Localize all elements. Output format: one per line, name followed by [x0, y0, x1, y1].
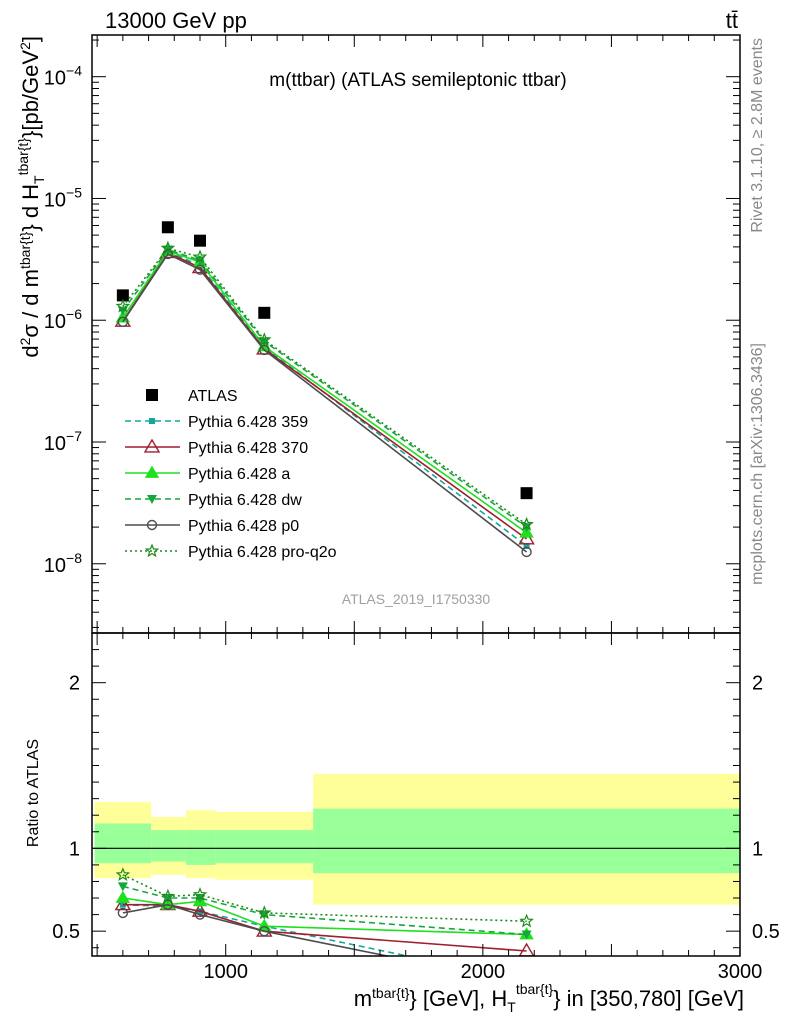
series-line-pythia-6-428-359 — [122, 249, 528, 547]
ratio-point-pythia-6-428-dw — [521, 930, 532, 940]
main-title: m(ttbar) (ATLAS semileptonic ttbar) — [269, 70, 566, 91]
legend-label: Pythia 6.428 370 — [188, 440, 308, 457]
ratio-point-pythia-6-428-pro-q2o — [160, 888, 176, 903]
legend-marker-atlas — [146, 389, 158, 401]
main-ylabel: d2σ / d mtbar{t}} d HTtbar{t}}[pb/GeV2] — [15, 36, 47, 358]
legend-marker-pythia-6-428-dw — [147, 495, 157, 504]
y-tick-label: 10−6 — [44, 306, 82, 333]
data-point-pythia-6-428-p0 — [259, 344, 270, 356]
ratio-line-pythia-6-428-p0 — [122, 903, 392, 956]
data-point-atlas — [258, 306, 271, 319]
ratio-line-pythia-6-428-359 — [122, 903, 412, 956]
ratio-point-pythia-6-428-pro-q2o — [192, 887, 208, 901]
y-tick-label: 10−8 — [44, 550, 82, 577]
x-tick-label: 2000 — [461, 961, 506, 983]
data-point-pythia-6-428-p0 — [194, 264, 206, 275]
ratio-band-inner — [313, 808, 740, 874]
rivet-version-label: Rivet 3.1.10, ≥ 2.8M events — [749, 38, 766, 233]
data-point-atlas — [520, 487, 533, 500]
ratio-series-layer — [114, 867, 535, 956]
ratio-band-inner — [185, 830, 216, 865]
data-point-atlas — [161, 221, 174, 234]
ratio-point-pythia-6-428-pro-q2o — [257, 905, 272, 920]
ratio-point-pythia-6-428-pro-q2o — [519, 913, 534, 928]
data-point-pythia-6-428-pro-q2o — [519, 516, 534, 531]
series-line-pythia-6-428-p0 — [122, 252, 528, 553]
data-point-atlas — [194, 234, 206, 247]
ratio-point-pythia-6-428-a — [115, 890, 131, 903]
legend-marker-pythia-6-428-a — [144, 465, 160, 478]
data-point-pythia-6-428-p0 — [521, 546, 532, 558]
data-point-atlas — [116, 289, 129, 302]
ratio-panel: 0.5 0.5 1 1 2 2 1000 2000 3000 Ratio to ATLAS mt… — [25, 632, 780, 1015]
energy-label: 13000 GeV pp — [105, 8, 247, 33]
ratio-band-layer — [92, 773, 740, 905]
ratio-point-pythia-6-428-dw — [117, 882, 128, 892]
ratio-point-pythia-6-428-p0 — [162, 899, 174, 910]
ratio-point-pythia-6-428-p0 — [117, 907, 129, 919]
x-axis-label: mtbar{t}} [GeV], HTtbar{t}} in [350,780]… — [354, 981, 744, 1015]
legend-marker-pythia-6-428-p0 — [146, 519, 158, 531]
ratio-point-pythia-6-428-pro-q2o — [115, 867, 131, 882]
y-tick-label: 10−5 — [44, 184, 82, 211]
data-point-pythia-6-428-p0 — [117, 316, 129, 328]
series-line-pythia-6-428-dw — [122, 248, 528, 528]
legend-marker-pythia-6-428-370 — [143, 438, 161, 453]
process-label: tt̄ — [726, 8, 738, 33]
ratio-frame — [91, 632, 741, 957]
x-tick-label: 1000 — [203, 961, 248, 983]
ratio-point-pythia-6-428-p0 — [259, 925, 270, 937]
legend-label: Pythia 6.428 pro-q2o — [188, 544, 337, 561]
y-tick-label: 10−4 — [44, 63, 82, 90]
data-point-pythia-6-428-pro-q2o — [192, 249, 208, 264]
ratio-point-pythia-6-428-370 — [191, 902, 209, 917]
data-point-pythia-6-428-pro-q2o — [115, 298, 131, 313]
main-series-layer — [114, 221, 535, 558]
ratio-y-tick-label: 0.5 — [52, 921, 80, 943]
ratio-band-inner — [215, 830, 314, 864]
data-point-pythia-6-428-pro-q2o — [160, 240, 176, 255]
ratio-ticks: 0.5 0.5 1 1 2 2 1000 2000 3000 — [52, 633, 780, 983]
legend: ATLAS Pythia 6.428 359 Pythia 6.428 370 Pyt… — [125, 388, 337, 561]
data-point-pythia-6-428-pro-q2o — [257, 332, 272, 347]
main-ticks: 10−8 10−7 10−6 10−5 10−4 — [44, 35, 741, 633]
data-point-pythia-6-428-359 — [523, 542, 530, 549]
y-tick-label: 10−7 — [44, 428, 82, 455]
watermark-label: ATLAS_2019_I1750330 — [342, 591, 491, 607]
ratio-y-tick-label: 2 — [69, 673, 80, 695]
ratio-y-tick-label-right: 0.5 — [752, 921, 780, 943]
ratio-line-pythia-6-428-pro-q2o — [122, 874, 527, 922]
legend-marker-pythia-6-428-pro-q2o — [144, 543, 160, 558]
legend-label: Pythia 6.428 p0 — [188, 518, 299, 535]
legend-label: Pythia 6.428 dw — [188, 492, 302, 509]
main-panel: 10−8 10−7 10−6 10−5 10−4 m(ttbar) (ATLAS sem… — [15, 34, 741, 634]
ratio-y-tick-label: 1 — [69, 838, 80, 860]
ratio-point-pythia-6-428-p0 — [194, 909, 206, 920]
ratio-ylabel: Ratio to ATLAS — [25, 739, 42, 847]
legend-marker-pythia-6-428-359 — [149, 418, 155, 424]
ratio-line-pythia-6-428-370 — [122, 903, 527, 952]
legend-label: Pythia 6.428 a — [188, 466, 290, 483]
ratio-point-pythia-6-428-359 — [119, 901, 126, 908]
x-tick-label: 3000 — [718, 961, 763, 983]
data-point-pythia-6-428-370 — [518, 530, 535, 545]
legend-label: Pythia 6.428 359 — [188, 414, 308, 431]
ratio-band-inner — [94, 823, 152, 864]
mcplots-label: mcplots.cern.ch [arXiv:1306.3436] — [749, 343, 766, 585]
ratio-band-inner — [151, 830, 186, 862]
ratio-point-pythia-6-428-370 — [114, 896, 132, 911]
ratio-y-tick-label-right: 1 — [752, 838, 763, 860]
legend-label: ATLAS — [188, 388, 238, 405]
series-line-pythia-6-428-pro-q2o — [122, 247, 528, 526]
ratio-y-tick-label-right: 2 — [752, 673, 763, 695]
ratio-line-pythia-6-428-dw — [122, 885, 527, 936]
